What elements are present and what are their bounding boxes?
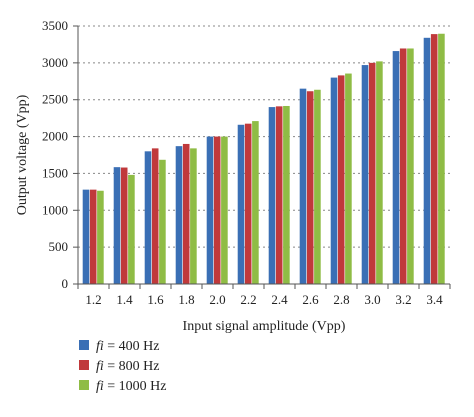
bar-400-Hz-1.2: [82, 189, 90, 284]
bar-800-Hz-1.4: [120, 167, 128, 284]
y-axis-ticks: 0 500 1000 1500 2000 2500 3000 3500: [42, 18, 78, 291]
y-tick-label: 0: [62, 276, 69, 291]
y-tick-label: 500: [49, 239, 69, 254]
bar-800-Hz-1.8: [182, 143, 190, 284]
bar-1000-Hz-2.6: [314, 89, 321, 285]
bar-400-Hz-2.6: [299, 88, 307, 285]
y-tick-label: 2500: [42, 92, 68, 107]
x-tick-label: 1.2: [85, 292, 101, 307]
bar-400-Hz-2.4: [268, 107, 276, 284]
bar-1000-Hz-1.4: [128, 174, 135, 284]
x-tick-label: 2.2: [240, 292, 256, 307]
bar-1000-Hz-1.2: [97, 190, 104, 284]
legend-label: fi = 400 Hz: [96, 339, 160, 354]
y-tick-label: 3000: [42, 55, 68, 70]
x-tick-label: 2.4: [271, 292, 288, 307]
bar-400-Hz-2.8: [330, 77, 338, 284]
bar-1000-Hz-3.0: [376, 61, 383, 284]
x-tick-label: 2.8: [333, 292, 349, 307]
legend-label: fi = 800 Hz: [96, 359, 160, 374]
bar-1000-Hz-3.4: [438, 33, 445, 284]
bars: [82, 33, 445, 285]
legend-swatch: [79, 360, 89, 370]
x-axis-title: Input signal amplitude (Vpp): [183, 319, 346, 334]
bar-400-Hz-2.2: [237, 124, 245, 284]
x-tick-label: 2.6: [302, 292, 319, 307]
legend-label-value: = 800 Hz: [104, 359, 160, 374]
y-tick-label: 1500: [42, 165, 68, 180]
legend-label-variable: fi: [96, 379, 104, 394]
legend-swatch: [79, 340, 89, 350]
y-tick-label: 1000: [42, 202, 68, 217]
bar-400-Hz-3.4: [423, 37, 431, 285]
bar-800-Hz-1.2: [89, 189, 97, 284]
legend-label-value: = 400 Hz: [104, 339, 160, 354]
bar-1000-Hz-2.4: [283, 105, 290, 284]
bar-800-Hz-2.8: [337, 75, 345, 284]
legend-label-variable: fi: [96, 359, 104, 374]
bar-1000-Hz-2.0: [221, 136, 228, 284]
bar-800-Hz-3.2: [399, 48, 407, 285]
bar-800-Hz-2.0: [213, 136, 221, 284]
bar-400-Hz-1.6: [144, 151, 152, 284]
bar-400-Hz-1.8: [175, 146, 183, 284]
bar-1000-Hz-2.2: [252, 121, 259, 284]
bar-1000-Hz-1.8: [190, 148, 197, 284]
x-tick-label: 3.0: [364, 292, 380, 307]
y-tick-label: 3500: [42, 18, 68, 33]
x-tick-label: 3.2: [395, 292, 411, 307]
bar-800-Hz-2.2: [244, 123, 252, 285]
x-tick-label: 1.8: [178, 292, 194, 307]
bar-400-Hz-2.0: [206, 136, 214, 284]
bar-800-Hz-3.0: [368, 62, 376, 284]
bar-800-Hz-2.6: [306, 91, 314, 284]
bar-1000-Hz-1.6: [159, 159, 166, 284]
legend-label-value: = 1000 Hz: [104, 379, 167, 394]
x-tick-label: 1.6: [147, 292, 164, 307]
x-tick-label: 3.4: [426, 292, 443, 307]
bar-400-Hz-3.0: [361, 65, 369, 284]
gridlines: [78, 25, 450, 248]
y-axis-title: Output voltage (Vpp): [15, 94, 30, 215]
bar-1000-Hz-2.8: [345, 73, 352, 284]
bar-1000-Hz-3.2: [407, 48, 414, 285]
bar-400-Hz-3.2: [392, 51, 400, 284]
legend-label-variable: fi: [96, 339, 104, 354]
legend-swatch: [79, 380, 89, 390]
bar-800-Hz-2.4: [275, 106, 283, 284]
x-tick-label: 2.0: [209, 292, 225, 307]
bar-800-Hz-3.4: [430, 34, 438, 285]
bar-800-Hz-1.6: [151, 148, 159, 284]
legend-label: fi = 1000 Hz: [96, 379, 167, 394]
y-tick-label: 2000: [42, 129, 68, 144]
x-axis-ticks: 1.2 1.4 1.6 1.8 2.0 2.2 2.4 2.6 2.8 3.0 3.2 3.4: [77, 284, 451, 307]
x-tick-label: 1.4: [116, 292, 133, 307]
bar-400-Hz-1.4: [113, 167, 121, 284]
